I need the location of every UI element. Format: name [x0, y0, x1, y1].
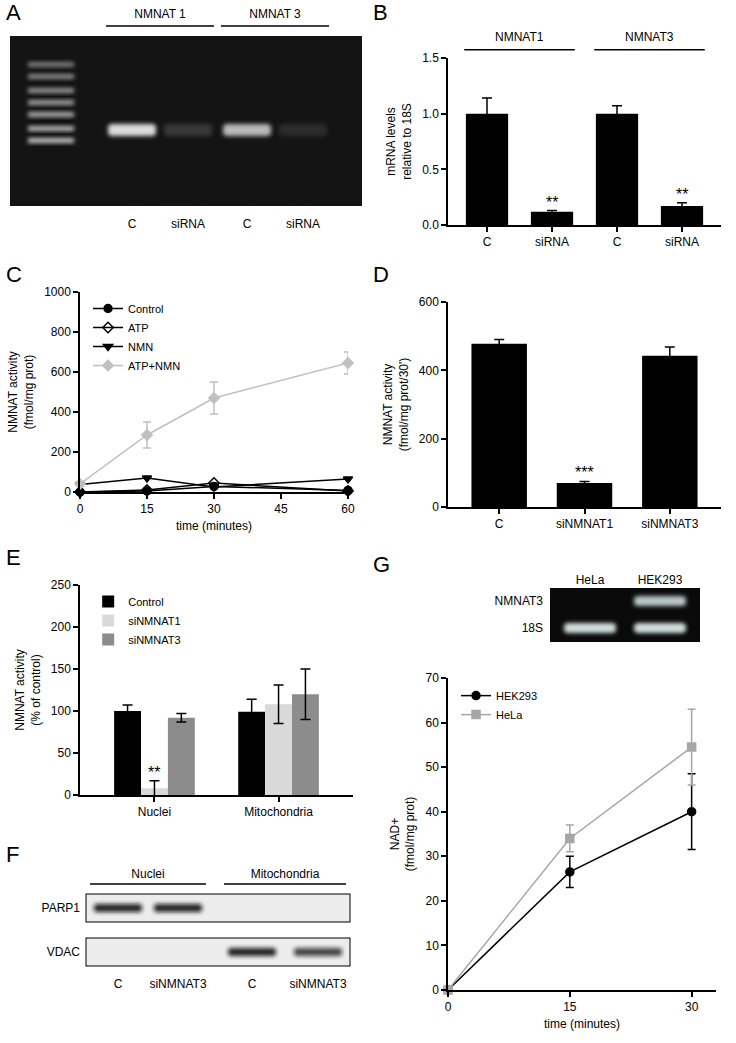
svg-text:C: C: [613, 235, 622, 249]
svg-text:NMN: NMN: [128, 341, 153, 353]
svg-text:200: 200: [51, 445, 71, 459]
svg-text:0: 0: [64, 788, 71, 802]
html-text:D: D: [373, 262, 389, 287]
svg-text:100: 100: [51, 704, 71, 718]
svg-text:200: 200: [51, 620, 71, 634]
svg-text:**: **: [148, 764, 160, 781]
svg-text:NMNAT3: NMNAT3: [495, 594, 544, 608]
svg-text:50: 50: [57, 746, 71, 760]
svg-text:NMNAT activity(fmol/mg prot/30: NMNAT activity(fmol/mg prot/30'): [381, 358, 411, 452]
svg-text:Nuclei: Nuclei: [131, 867, 164, 881]
svg-text:siNMNAT3: siNMNAT3: [128, 634, 180, 646]
svg-text:siNMNAT3: siNMNAT3: [289, 977, 346, 991]
svg-text:800: 800: [51, 325, 71, 339]
svg-text:NAD+(fmol/mg prot): NAD+(fmol/mg prot): [388, 797, 418, 872]
svg-text:70: 70: [425, 671, 439, 685]
svg-text:600: 600: [419, 295, 439, 309]
svg-text:C: C: [243, 217, 252, 231]
svg-text:0.5: 0.5: [422, 163, 439, 177]
svg-text:time (minutes): time (minutes): [176, 519, 252, 533]
svg-text:mRNA levelsrelative to 18S: mRNA levelsrelative to 18S: [384, 103, 414, 180]
svg-text:Control: Control: [128, 596, 163, 608]
svg-text:siRNA: siRNA: [171, 217, 205, 231]
svg-text:siRNA: siRNA: [535, 235, 569, 249]
svg-text:**: **: [676, 186, 688, 203]
svg-text:C: C: [114, 977, 123, 991]
svg-text:150: 150: [51, 662, 71, 676]
svg-text:60: 60: [341, 502, 355, 516]
svg-text:C: C: [483, 235, 492, 249]
svg-text:HeLa: HeLa: [576, 573, 605, 587]
svg-text:Mitochondria: Mitochondria: [244, 805, 313, 819]
svg-text:40: 40: [425, 805, 439, 819]
svg-text:10: 10: [425, 939, 439, 953]
svg-text:30: 30: [207, 502, 221, 516]
svg-text:400: 400: [51, 405, 71, 419]
svg-text:siNMNAT1: siNMNAT1: [556, 517, 613, 531]
svg-text:siNMNAT3: siNMNAT3: [149, 977, 206, 991]
svg-text:HEK293: HEK293: [496, 690, 537, 702]
svg-text:HEK293: HEK293: [638, 573, 683, 587]
html-text:A: A: [6, 0, 21, 25]
svg-text:60: 60: [425, 716, 439, 730]
svg-text:siNMNAT1: siNMNAT1: [128, 615, 180, 627]
svg-text:C: C: [495, 517, 504, 531]
svg-text:1.0: 1.0: [422, 107, 439, 121]
svg-text:NMNAT 3: NMNAT 3: [249, 7, 301, 21]
svg-text:ATP+NMN: ATP+NMN: [128, 360, 180, 372]
svg-text:Control: Control: [128, 303, 163, 315]
svg-text:0: 0: [64, 485, 71, 499]
svg-text:600: 600: [51, 365, 71, 379]
svg-text:ATP: ATP: [128, 322, 149, 334]
html-text:B: B: [373, 0, 388, 25]
svg-text:C: C: [128, 217, 137, 231]
svg-text:50: 50: [425, 760, 439, 774]
svg-text:NMNAT 1: NMNAT 1: [134, 7, 186, 21]
svg-text:0: 0: [432, 983, 439, 997]
svg-text:siNMNAT3: siNMNAT3: [641, 517, 698, 531]
svg-text:0: 0: [77, 502, 84, 516]
svg-text:NMNAT activity(% of control): NMNAT activity(% of control): [13, 649, 43, 731]
svg-text:30: 30: [425, 849, 439, 863]
svg-text:**: **: [546, 194, 558, 211]
svg-text:Mitochondria: Mitochondria: [251, 867, 320, 881]
html-text:F: F: [6, 842, 20, 867]
svg-text:18S: 18S: [522, 621, 543, 635]
svg-text:VDAC: VDAC: [47, 945, 81, 959]
html-text:E: E: [6, 545, 21, 570]
svg-text:45: 45: [274, 502, 288, 516]
svg-text:Nuclei: Nuclei: [138, 805, 171, 819]
svg-text:15: 15: [563, 1000, 577, 1014]
svg-text:siRNA: siRNA: [286, 217, 320, 231]
html-text:C: C: [6, 262, 22, 287]
svg-text:NMNAT3: NMNAT3: [625, 30, 674, 44]
svg-text:siRNA: siRNA: [665, 235, 699, 249]
svg-text:NMNAT1: NMNAT1: [495, 30, 544, 44]
svg-text:400: 400: [419, 364, 439, 378]
svg-text:C: C: [248, 977, 257, 991]
svg-text:15: 15: [140, 502, 154, 516]
svg-text:PARP1: PARP1: [42, 901, 81, 915]
svg-text:HeLa: HeLa: [496, 709, 523, 721]
svg-text:0.0: 0.0: [422, 218, 439, 232]
svg-text:1000: 1000: [44, 285, 71, 299]
svg-text:0: 0: [445, 1000, 452, 1014]
svg-text:250: 250: [51, 578, 71, 592]
svg-text:NMNAT activity(fmol/mg prot): NMNAT activity(fmol/mg prot): [6, 351, 36, 433]
svg-text:200: 200: [419, 432, 439, 446]
html-text:G: G: [373, 552, 391, 577]
svg-text:***: ***: [575, 464, 594, 481]
svg-text:0: 0: [432, 500, 439, 514]
svg-text:20: 20: [425, 894, 439, 908]
svg-text:time (minutes): time (minutes): [544, 1017, 620, 1031]
svg-text:30: 30: [685, 1000, 699, 1014]
svg-text:1.5: 1.5: [422, 51, 439, 65]
